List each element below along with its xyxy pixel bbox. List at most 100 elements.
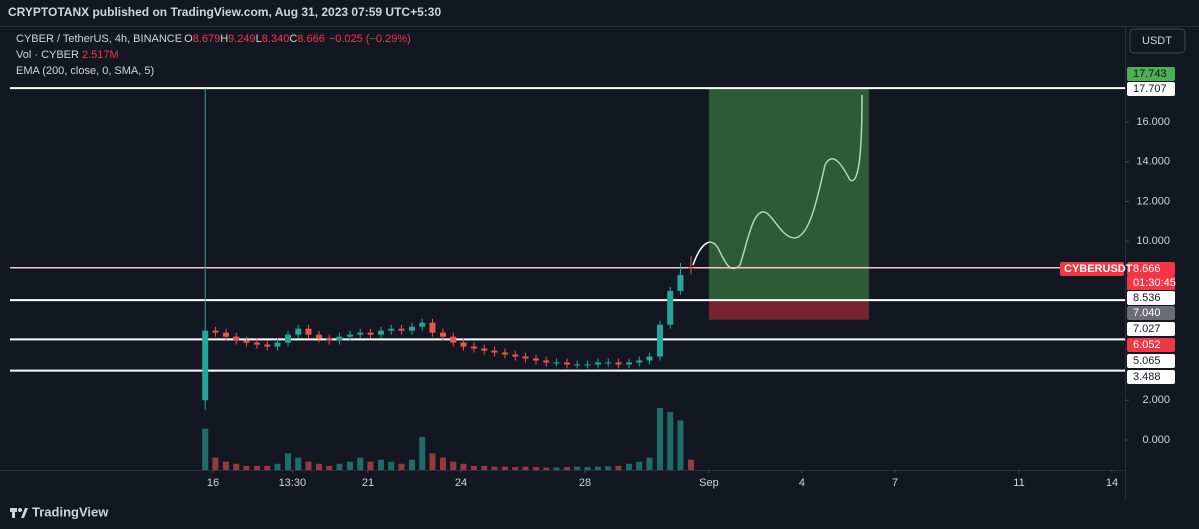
candle-body xyxy=(408,326,415,331)
stop-zone xyxy=(708,300,869,320)
volume-bar xyxy=(284,453,291,470)
price-label: 7.027 xyxy=(1133,323,1161,335)
price-label: 7.040 xyxy=(1133,307,1161,319)
candle-body xyxy=(295,328,302,335)
candle-body xyxy=(357,332,364,335)
countdown-bg xyxy=(1127,276,1175,290)
volume-bar xyxy=(419,436,426,470)
ohlc-value: 8.679 xyxy=(193,33,221,45)
volume-bar xyxy=(615,465,622,470)
volume-bar xyxy=(388,461,395,470)
candle-body xyxy=(532,358,539,361)
brand: TradingView xyxy=(32,504,109,519)
volume-bar xyxy=(274,463,281,470)
volume-bar xyxy=(295,457,302,470)
y-tick-label: 10.000 xyxy=(1136,235,1170,247)
price-label-bg xyxy=(1127,82,1175,96)
volume-bar xyxy=(501,466,508,470)
candle-body xyxy=(253,342,260,345)
candle-body xyxy=(625,362,632,365)
volume-bar xyxy=(687,459,694,470)
y-tick-label: 14.000 xyxy=(1136,156,1170,168)
price-label-bg xyxy=(1127,354,1175,368)
volume-bar xyxy=(543,467,550,470)
candle-body xyxy=(243,340,250,343)
candle-body xyxy=(460,342,467,347)
volume-bar xyxy=(470,465,477,470)
price-label-bg xyxy=(1127,306,1175,320)
volume-bar xyxy=(222,461,229,470)
volume-bar xyxy=(202,428,209,470)
candle-body xyxy=(202,330,209,401)
price-label-bg xyxy=(1127,322,1175,336)
candle-body xyxy=(605,362,612,364)
ohlc-value: 9.249 xyxy=(228,33,256,45)
volume-bar xyxy=(667,412,674,470)
volume-bar xyxy=(450,461,457,470)
candle-body xyxy=(367,332,374,335)
candle-body xyxy=(584,364,591,366)
volume-bar xyxy=(605,466,612,470)
volume-bar xyxy=(584,467,591,470)
candle-body xyxy=(222,332,229,337)
candle-body xyxy=(439,332,446,337)
candle-body xyxy=(305,328,312,335)
volume-bar xyxy=(439,457,446,470)
price-label-bg xyxy=(1127,291,1175,305)
volume-bar xyxy=(346,461,353,470)
volume-bar xyxy=(625,463,632,470)
projection-drawing xyxy=(692,94,863,270)
ohlc-key: L xyxy=(256,33,262,45)
candle-body xyxy=(543,360,550,363)
x-tick-label: Sep xyxy=(699,477,719,489)
ohlc-value: 8.340 xyxy=(262,33,290,45)
x-tick-label: 16 xyxy=(207,477,219,489)
volume-bar xyxy=(233,463,240,470)
candle-body xyxy=(336,336,343,341)
volume-bar xyxy=(460,463,467,470)
candle-body xyxy=(419,322,426,327)
ticker-bg xyxy=(1060,262,1124,276)
footer xyxy=(0,500,1199,529)
candle-body xyxy=(470,346,477,349)
candle-body xyxy=(553,362,560,364)
volume-bar xyxy=(315,463,322,470)
volume-bar xyxy=(594,466,601,470)
axis-border xyxy=(1125,27,1126,500)
currency[interactable]: USDT xyxy=(1142,35,1172,47)
candle-body xyxy=(429,322,436,333)
volume-bar xyxy=(512,467,519,470)
price-label: 8.536 xyxy=(1133,292,1161,304)
candle-body xyxy=(264,344,271,347)
x-tick-label: 21 xyxy=(362,477,374,489)
x-tick-label: 24 xyxy=(455,477,467,489)
currency-button[interactable] xyxy=(1129,28,1186,54)
volume-bar xyxy=(563,467,570,470)
candle-body xyxy=(326,338,333,341)
candle-body xyxy=(315,334,322,339)
candle-body xyxy=(574,364,581,366)
x-tick-label: 28 xyxy=(579,477,591,489)
symbol: CYBER / TetherUS, 4h, BINANCE xyxy=(16,33,182,45)
candle-body xyxy=(388,328,395,331)
ohlc-value: 8.666 xyxy=(297,33,325,45)
y-tick-label: 0.000 xyxy=(1142,434,1170,446)
candle-body xyxy=(677,275,684,291)
candle-body xyxy=(346,334,353,337)
volume-bar xyxy=(243,465,250,470)
candle-body xyxy=(212,330,219,333)
volume-bar xyxy=(398,463,405,470)
ohlc-key: C xyxy=(289,33,297,45)
price-label-bg xyxy=(1127,262,1175,276)
volume-bar xyxy=(532,467,539,470)
candle-body xyxy=(481,348,488,351)
ohlc-key: O xyxy=(184,33,193,45)
volume-bar xyxy=(646,457,653,470)
price-label-bg xyxy=(1127,370,1175,384)
change: −0.025 (−0.29%) xyxy=(329,33,411,45)
candle-body xyxy=(233,336,240,341)
countdown: 01:30:45 xyxy=(1133,277,1176,289)
volume-bar xyxy=(336,463,343,470)
volume-bar xyxy=(491,466,498,470)
